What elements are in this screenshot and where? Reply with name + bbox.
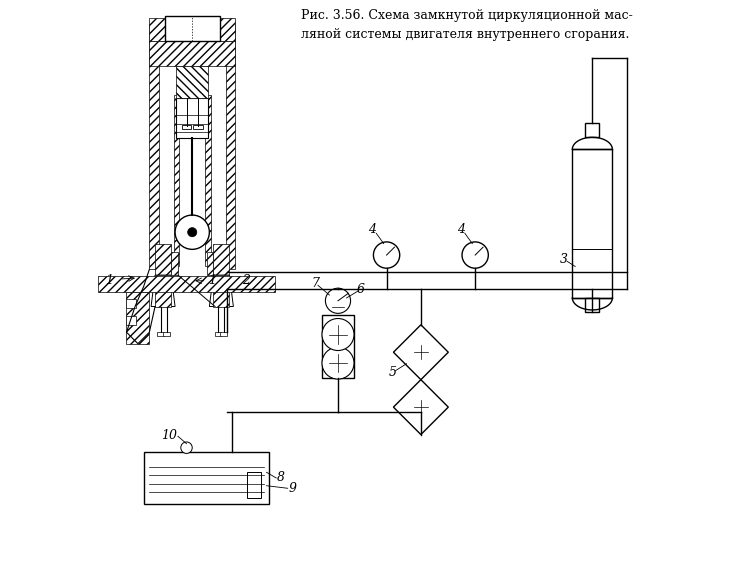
Polygon shape (151, 275, 175, 307)
Bar (194, 125, 203, 129)
Text: 5: 5 (389, 366, 396, 379)
Bar (176, 66, 208, 98)
Bar (157, 332, 164, 336)
Bar (155, 275, 171, 307)
Text: 9: 9 (288, 482, 296, 494)
Text: 2: 2 (243, 274, 250, 287)
Circle shape (462, 242, 488, 268)
Circle shape (322, 319, 354, 351)
Text: 10: 10 (161, 429, 178, 442)
Polygon shape (209, 275, 234, 307)
Bar (206, 252, 213, 275)
Bar (213, 275, 229, 307)
Text: ляной системы двигателя внутреннего сгорания.: ляной системы двигателя внутреннего сгор… (301, 28, 629, 41)
Bar (322, 315, 354, 378)
Bar (165, 16, 220, 41)
Bar (585, 123, 600, 138)
Text: 1: 1 (208, 274, 216, 287)
Bar (246, 472, 261, 498)
Circle shape (181, 442, 192, 453)
Bar (150, 41, 235, 66)
Text: 4: 4 (368, 223, 376, 236)
Text: 1: 1 (105, 274, 113, 287)
Bar (220, 332, 227, 336)
Bar (215, 332, 222, 336)
Bar (163, 332, 170, 336)
Bar (182, 125, 191, 129)
Bar (171, 252, 178, 275)
Bar (155, 244, 171, 275)
Circle shape (187, 227, 197, 237)
Text: 4: 4 (457, 223, 465, 236)
Bar (126, 292, 150, 344)
Bar (126, 316, 135, 325)
Bar (98, 276, 275, 292)
Bar (150, 23, 159, 269)
Text: 3: 3 (559, 253, 568, 265)
Bar (126, 299, 135, 308)
Text: 7: 7 (311, 277, 319, 290)
Bar (585, 298, 600, 312)
Circle shape (175, 215, 209, 249)
Bar (176, 98, 208, 138)
Bar (213, 244, 229, 275)
Bar (226, 23, 235, 269)
Bar (150, 18, 235, 41)
Bar (572, 150, 612, 298)
Text: 8: 8 (277, 472, 285, 485)
Bar (206, 95, 210, 266)
Circle shape (373, 242, 400, 268)
Bar (144, 452, 269, 504)
Bar (174, 95, 179, 266)
Circle shape (325, 288, 351, 313)
Polygon shape (393, 380, 448, 434)
Text: 6: 6 (357, 283, 365, 296)
Circle shape (322, 347, 354, 379)
Text: Рис. 3.56. Схема замкнутой циркуляционной мас-: Рис. 3.56. Схема замкнутой циркуляционно… (301, 9, 633, 22)
Polygon shape (393, 325, 448, 380)
